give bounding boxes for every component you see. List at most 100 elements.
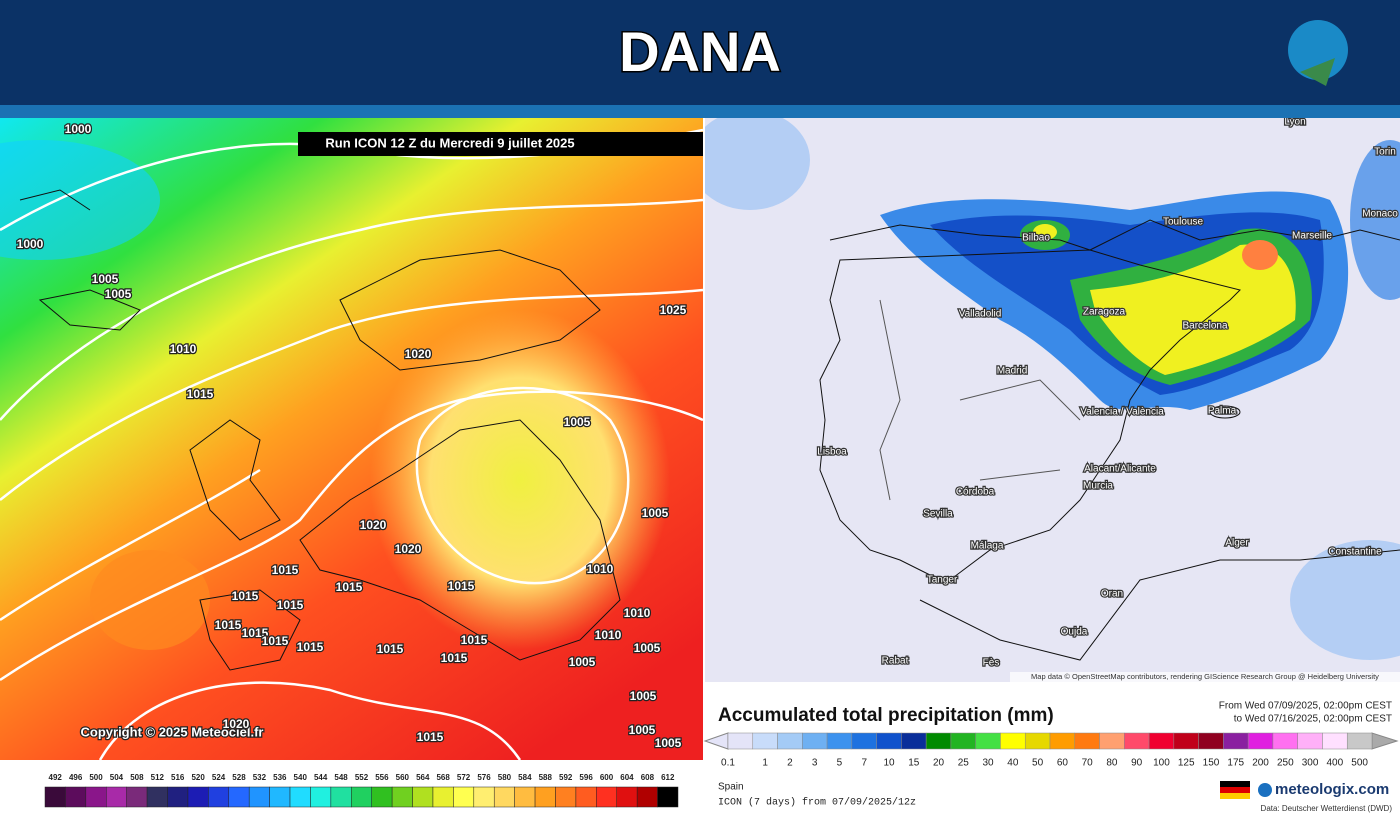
scale-label: 7 (861, 758, 867, 769)
isobar-label: 1025 (660, 303, 687, 317)
source: Data: Deutscher Wetterdienst (DWD) (1261, 804, 1393, 813)
colorbar-label: 492 (49, 773, 63, 782)
scale-swatch (727, 732, 754, 750)
colorbar-label: 560 (396, 773, 410, 782)
isobar-label: 1015 (187, 387, 214, 401)
brand: meteologix.com (1275, 781, 1389, 798)
isobar-label: 1015 (215, 618, 242, 632)
colorbar-swatch (534, 786, 556, 808)
isobar-label: 1015 (272, 563, 299, 577)
scale-swatch (1000, 732, 1026, 750)
map-attribution: Map data © OpenStreetMap contributors, r… (1031, 672, 1379, 681)
city-label: Valencia / València (1080, 407, 1164, 418)
city-label: Torin (1374, 147, 1396, 158)
colorbar-label: 548 (334, 773, 348, 782)
city-label: Constantine (1328, 547, 1382, 558)
city-label: Rabat (882, 656, 909, 667)
city-label: Barcelona (1182, 321, 1227, 332)
brand-icon (1258, 783, 1272, 797)
colorbar-swatch (412, 786, 434, 808)
colorbar-swatch (85, 786, 107, 808)
city-label: Marseille (1292, 231, 1332, 242)
scale-label: 15 (908, 758, 920, 769)
scale-label: 30 (983, 758, 995, 769)
isobar-label: 1015 (242, 626, 269, 640)
colorbar-swatch (289, 786, 311, 808)
isobar-label: 1015 (336, 580, 363, 594)
scale-swatch (1024, 732, 1051, 750)
scale-label: 90 (1131, 758, 1143, 769)
isobar-label: 1010 (170, 342, 197, 356)
colorbar-swatch (228, 786, 250, 808)
colorbar-label: 584 (518, 773, 532, 782)
isobar-label: 1020 (223, 717, 250, 731)
scale-label: 40 (1007, 758, 1019, 769)
city-label: Lisboa (817, 447, 847, 458)
scale-swatch (1074, 732, 1100, 750)
run-label-box (298, 132, 703, 156)
colorbar-label: 604 (620, 773, 634, 782)
run-label: Run ICON 12 Z du Mercredi 9 juillet 2025 (325, 135, 574, 150)
scale-swatch (1124, 732, 1150, 750)
scale-swatch (1148, 732, 1175, 750)
isobar-label: 1015 (232, 589, 259, 603)
colorbar-swatch (391, 786, 413, 808)
city-label: Tanger (927, 575, 958, 586)
scale-label: 0.1 (721, 758, 735, 769)
scale-swatch (802, 732, 828, 750)
colorbar-label: 536 (273, 773, 287, 782)
scale-swatch (901, 732, 927, 750)
precip-legend: Accumulated total precipitation (mm) Fro… (703, 701, 1399, 813)
colorbar-label: 612 (661, 773, 675, 782)
city-label: Alger (1225, 538, 1249, 549)
scale-label: 60 (1057, 758, 1069, 769)
city-label: Zaragoza (1083, 307, 1126, 318)
scale-label: 125 (1178, 758, 1195, 769)
isobar-label: 1015 (461, 633, 488, 647)
period-to: to Wed 07/16/2025, 02:00pm CEST (1234, 714, 1392, 725)
isobar-label: 1015 (441, 651, 468, 665)
period-from: From Wed 07/09/2025, 02:00pm CEST (1219, 701, 1392, 712)
colorbar-label: 608 (641, 773, 655, 782)
colorbar-label: 588 (539, 773, 553, 782)
scale-swatch (1049, 732, 1076, 750)
colorbar-swatch (351, 786, 372, 808)
scale-label: 70 (1082, 758, 1094, 769)
scale-label: 100 (1153, 758, 1170, 769)
colorbar-label: 576 (477, 773, 491, 782)
city-label: Bilbao (1022, 233, 1050, 244)
colorbar-swatch (269, 786, 291, 808)
isobar-label: 1005 (634, 641, 661, 655)
isobar-label: 1015 (262, 634, 289, 648)
isobar-label: 1005 (92, 272, 119, 286)
city-label: Oujda (1061, 627, 1088, 638)
scale-label: 1 (762, 758, 768, 769)
colorbar-label: 496 (69, 773, 83, 782)
isobar-label: 1005 (629, 723, 656, 737)
city-label: Fès (983, 658, 1000, 669)
colorbar-swatch (44, 786, 66, 808)
city-label: Lyon (1284, 117, 1305, 128)
scale-swatch (1247, 732, 1274, 750)
scale-swatch (752, 732, 778, 750)
colorbar-label: 500 (89, 773, 103, 782)
isobar-label: 1015 (448, 579, 475, 593)
city-label: Toulouse (1163, 217, 1203, 228)
scale-swatch (1198, 732, 1224, 750)
scale-swatch (1223, 732, 1249, 750)
isobar-label: 1010 (624, 606, 651, 620)
scale-swatch (1272, 732, 1298, 750)
colorbar-swatch (167, 786, 189, 808)
scale-swatch (876, 732, 902, 750)
colorbar-swatch (616, 786, 638, 808)
isobar-label: 1005 (569, 655, 596, 669)
scale-label: 175 (1227, 758, 1244, 769)
scale-swatch (950, 732, 976, 750)
colorbar-swatch (106, 786, 127, 808)
scale-label: 20 (933, 758, 945, 769)
colorbar-label: 528 (232, 773, 246, 782)
colorbar-label: 596 (579, 773, 593, 782)
scale-label: 200 (1252, 758, 1269, 769)
